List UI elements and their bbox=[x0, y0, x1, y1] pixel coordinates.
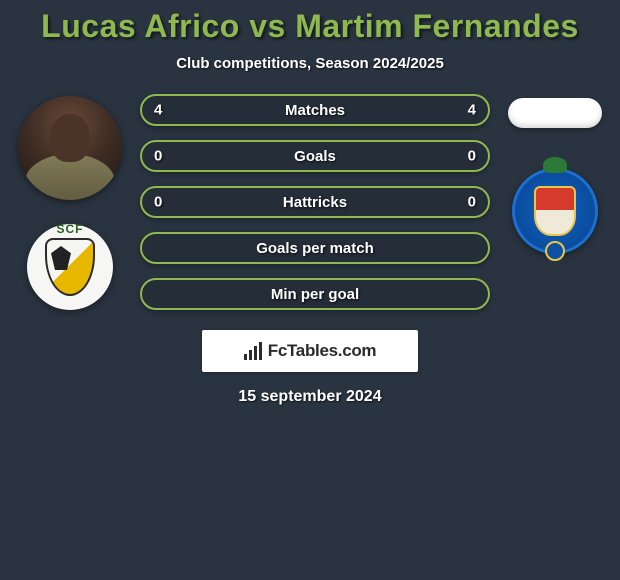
right-player-column bbox=[508, 100, 602, 254]
stat-label: Matches bbox=[285, 102, 345, 119]
stat-value-right: 0 bbox=[468, 148, 476, 165]
stat-value-left: 4 bbox=[154, 102, 162, 119]
subtitle: Club competitions, Season 2024/2025 bbox=[0, 55, 620, 72]
infographic-container: Lucas Africo vs Martim Fernandes Club co… bbox=[0, 0, 620, 580]
stat-bar-matches: 4 Matches 4 bbox=[140, 94, 490, 126]
ball-icon bbox=[545, 241, 565, 261]
stat-bar-hattricks: 0 Hattricks 0 bbox=[140, 186, 490, 218]
stats-column: 4 Matches 4 0 Goals 0 0 Hattricks 0 Goal… bbox=[140, 94, 490, 310]
club-crest-right bbox=[512, 168, 598, 254]
date-label: 15 september 2024 bbox=[0, 388, 620, 406]
stat-value-right: 4 bbox=[468, 102, 476, 119]
dragon-icon bbox=[543, 157, 567, 173]
stat-label: Goals per match bbox=[256, 240, 374, 257]
stat-value-left: 0 bbox=[154, 148, 162, 165]
brand-watermark: FcTables.com bbox=[202, 330, 418, 372]
bar-chart-icon bbox=[244, 342, 262, 360]
page-title: Lucas Africo vs Martim Fernandes bbox=[0, 8, 620, 45]
left-player-column: SCF bbox=[18, 100, 122, 310]
brand-text: FcTables.com bbox=[268, 341, 377, 361]
stat-bar-min-per-goal: Min per goal bbox=[140, 278, 490, 310]
comparison-row: SCF 4 Matches 4 0 Goals 0 0 Hattricks 0 bbox=[0, 100, 620, 310]
player-photo-right bbox=[508, 98, 602, 128]
stat-label: Hattricks bbox=[283, 194, 347, 211]
stat-label: Min per goal bbox=[271, 286, 359, 303]
stat-value-left: 0 bbox=[154, 194, 162, 211]
stat-value-right: 0 bbox=[468, 194, 476, 211]
club-crest-left: SCF bbox=[27, 224, 113, 310]
stat-bar-goals: 0 Goals 0 bbox=[140, 140, 490, 172]
club-abbr-left: SCF bbox=[57, 222, 84, 236]
stat-label: Goals bbox=[294, 148, 336, 165]
shield-icon bbox=[45, 238, 95, 296]
stat-bar-goals-per-match: Goals per match bbox=[140, 232, 490, 264]
shield-icon bbox=[534, 186, 576, 236]
player-photo-left bbox=[18, 96, 122, 200]
